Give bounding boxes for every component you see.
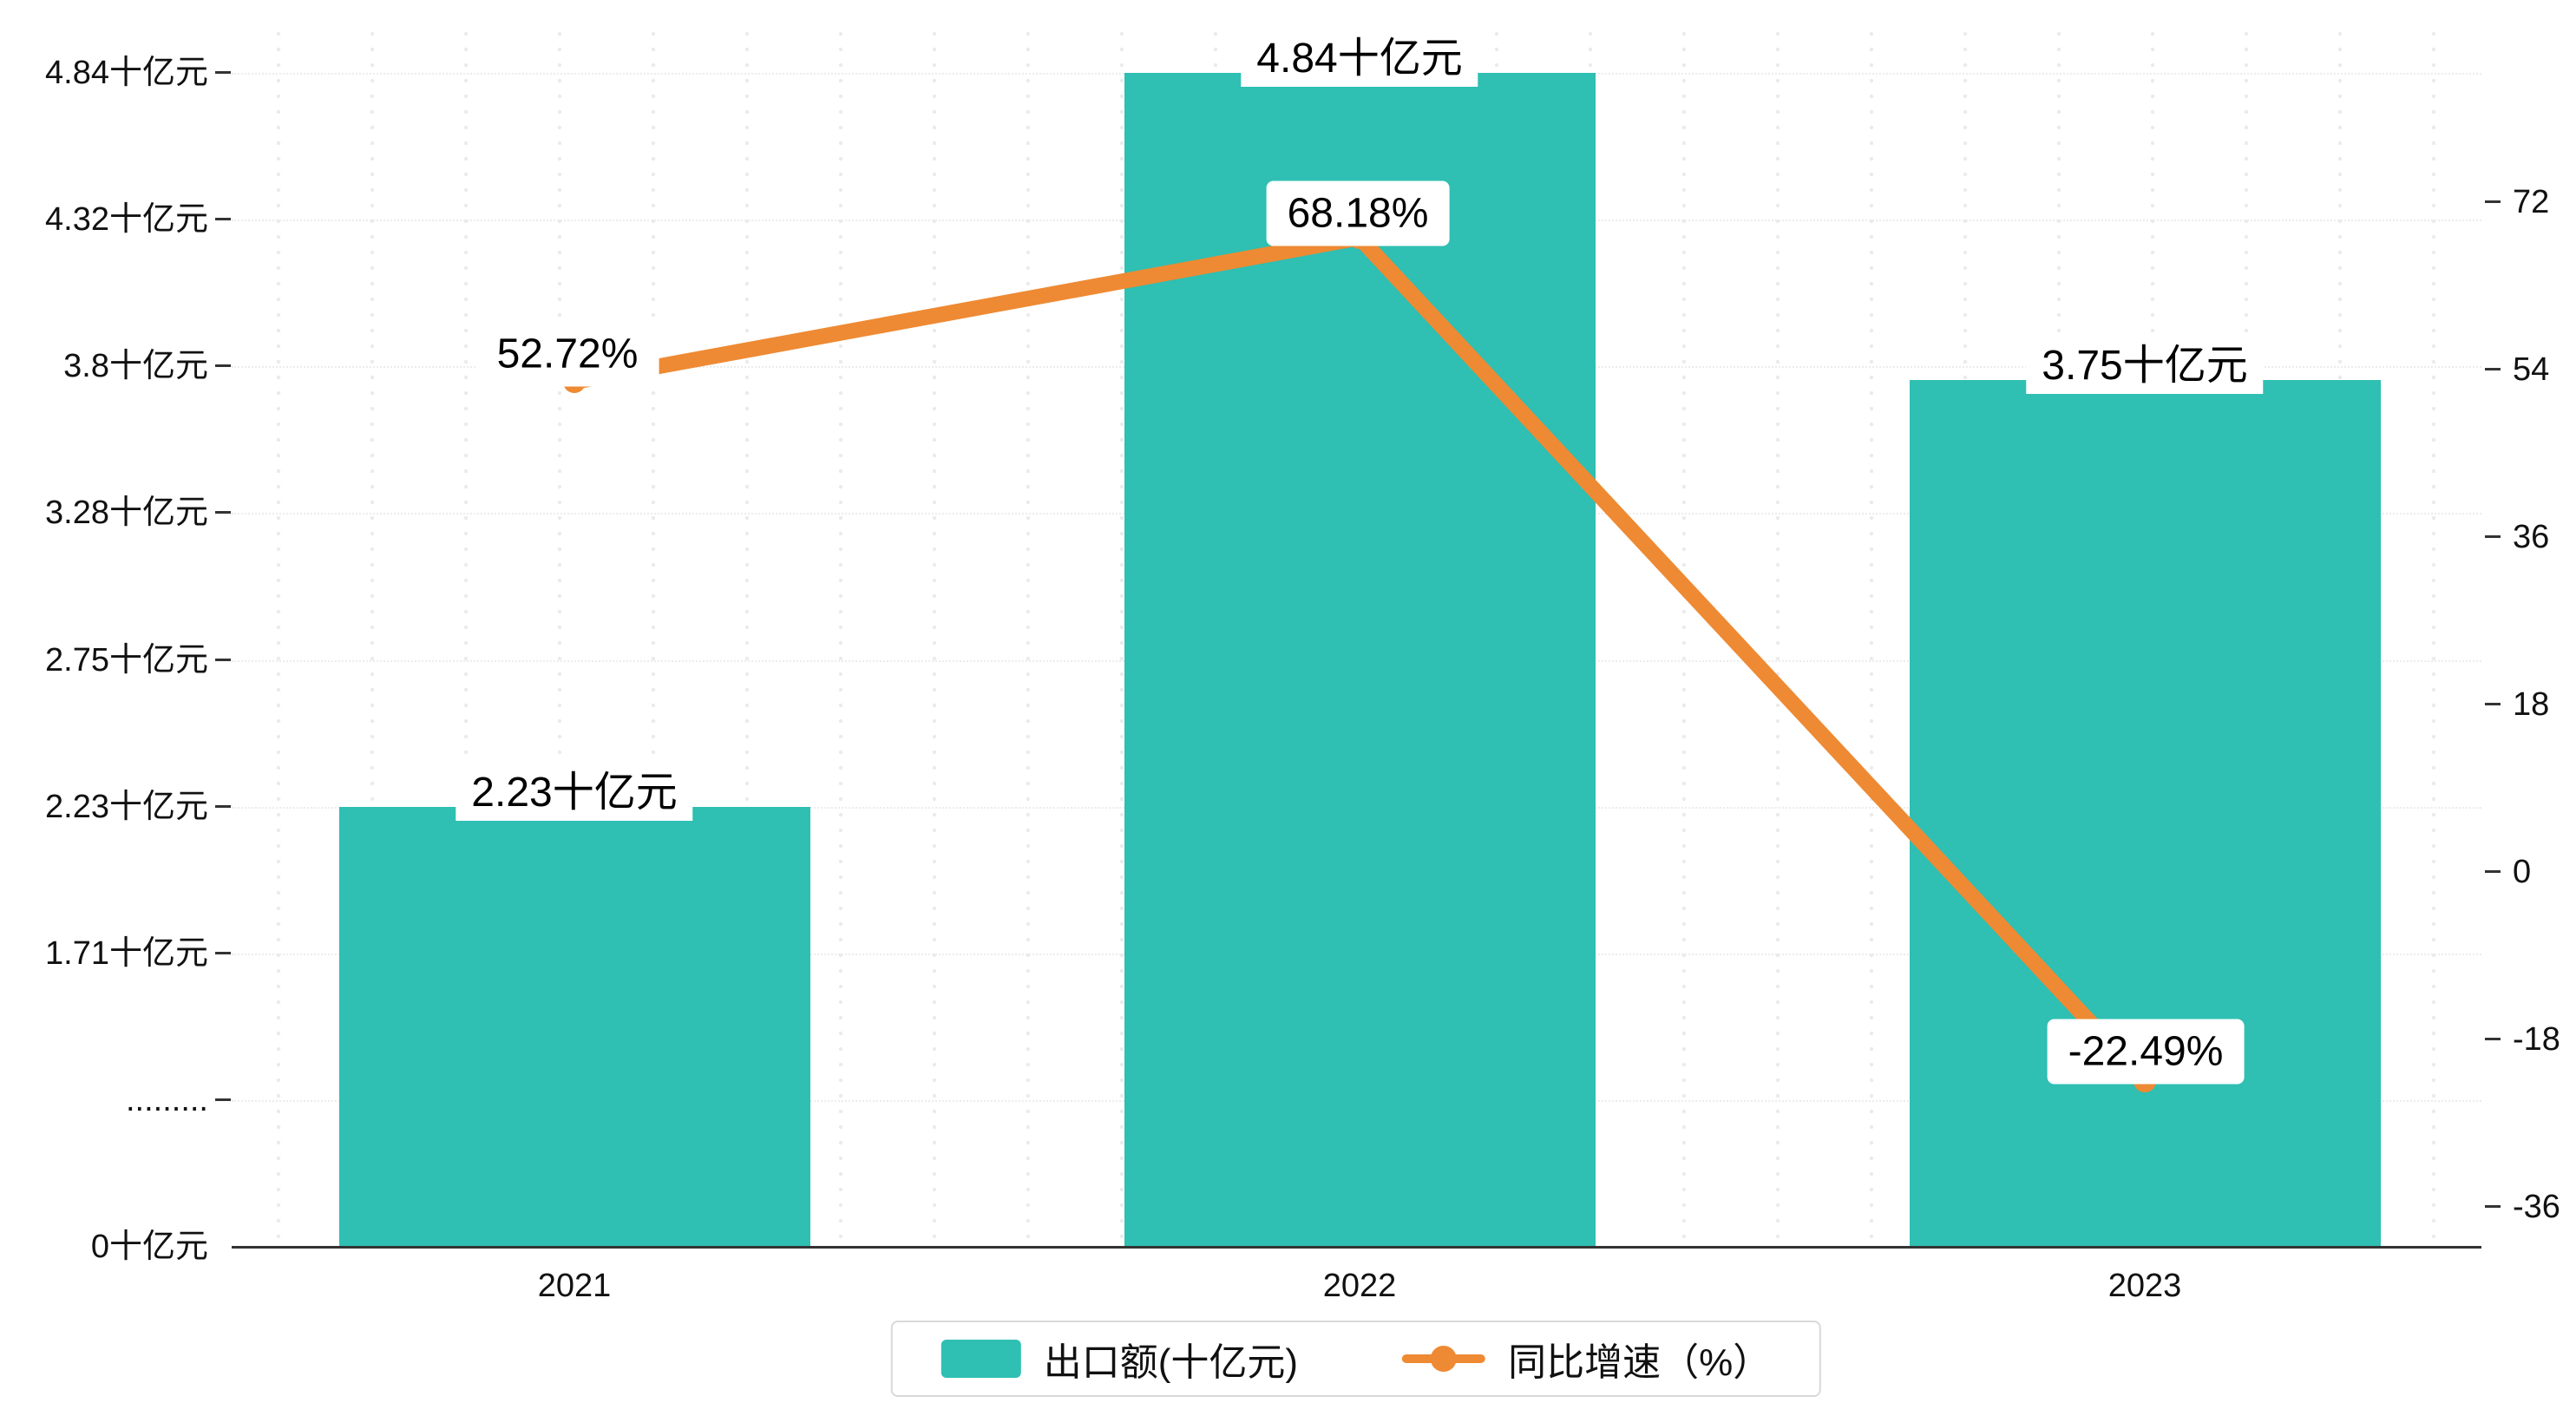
- bar-value-label-2023: 3.75十亿元: [2026, 338, 2264, 394]
- bar-value-label-2021: 2.23十亿元: [456, 765, 693, 821]
- y-axis-left-tick-label: 1.71十亿元: [45, 935, 208, 972]
- legend-item-export-amount[interactable]: 出口额(十亿元): [941, 1331, 1298, 1386]
- growth-label-2023: -22.49%: [2047, 1019, 2245, 1085]
- growth-label-2022: 68.18%: [1266, 180, 1450, 246]
- legend-item-yoy-growth[interactable]: 同比增速（%）: [1402, 1331, 1771, 1386]
- y-axis-right-tick-label: 0: [2513, 854, 2532, 890]
- y-axis-left-tick-mark: [215, 805, 231, 808]
- bar-2021[interactable]: [339, 807, 810, 1247]
- y-axis-right-tick-label: 72: [2513, 184, 2550, 220]
- y-axis-right-tick-label: 18: [2513, 686, 2550, 723]
- x-axis-label-2021: 2021: [537, 1268, 612, 1304]
- y-axis-left-tick-mark: [215, 364, 231, 367]
- y-axis-left-tick-label: 4.84十亿元: [45, 55, 208, 91]
- y-axis-left-tick-label: 4.32十亿元: [45, 201, 208, 238]
- y-axis-left-tick-label: 3.28十亿元: [45, 495, 208, 531]
- y-axis-right-tick-mark: [2485, 368, 2501, 370]
- y-axis-right-tick-mark: [2485, 870, 2501, 873]
- y-axis-left-tick-mark: [215, 1098, 231, 1101]
- y-axis-right-tick-label: -18: [2513, 1021, 2560, 1058]
- chart-legend: 出口额(十亿元) 同比增速（%）: [890, 1321, 1822, 1397]
- y-axis-right-tick-mark: [2485, 703, 2501, 705]
- y-axis-left-axis-break-label: .........: [125, 1082, 208, 1118]
- y-axis-right-tick-mark: [2485, 1205, 2501, 1208]
- y-axis-right-tick-label: 54: [2513, 351, 2550, 388]
- y-axis-left-tick-mark: [215, 511, 231, 514]
- line-series-dot-icon: [1431, 1346, 1458, 1372]
- y-axis-left-tick-mark: [215, 218, 231, 220]
- y-axis-right-tick-mark: [2485, 1038, 2501, 1040]
- y-axis-right-tick-mark: [2485, 200, 2501, 203]
- y-axis-left-tick-label: 3.8十亿元: [63, 348, 208, 384]
- line-series-symbol-icon: [1402, 1340, 1486, 1378]
- x-axis-line: [232, 1246, 2481, 1249]
- legend-label-export-amount: 出口额(十亿元): [1043, 1341, 1299, 1384]
- bar-series-swatch-icon: [941, 1340, 1021, 1378]
- y-axis-left-tick-label: 0十亿元: [90, 1229, 208, 1265]
- legend-label-yoy-growth: 同比增速（%）: [1508, 1341, 1772, 1384]
- y-axis-left-tick-mark: [215, 71, 231, 74]
- y-axis-left-tick-mark: [215, 659, 231, 661]
- y-axis-right-tick-label: -36: [2513, 1189, 2560, 1225]
- y-axis-left-tick-mark: [215, 952, 231, 954]
- y-axis-right-tick-mark: [2485, 535, 2501, 538]
- bar-2022[interactable]: [1124, 73, 1596, 1247]
- growth-label-2021: 52.72%: [475, 321, 659, 387]
- y-axis-left-tick-label: 2.75十亿元: [45, 642, 208, 678]
- x-axis-label-2022: 2022: [1322, 1268, 1397, 1304]
- bar-value-label-2022: 4.84十亿元: [1241, 31, 1478, 87]
- y-axis-left-tick-label: 2.23十亿元: [45, 789, 208, 825]
- x-axis-label-2023: 2023: [2107, 1268, 2182, 1304]
- y-axis-right-tick-label: 36: [2513, 519, 2550, 555]
- bar-2023[interactable]: [1910, 380, 2381, 1247]
